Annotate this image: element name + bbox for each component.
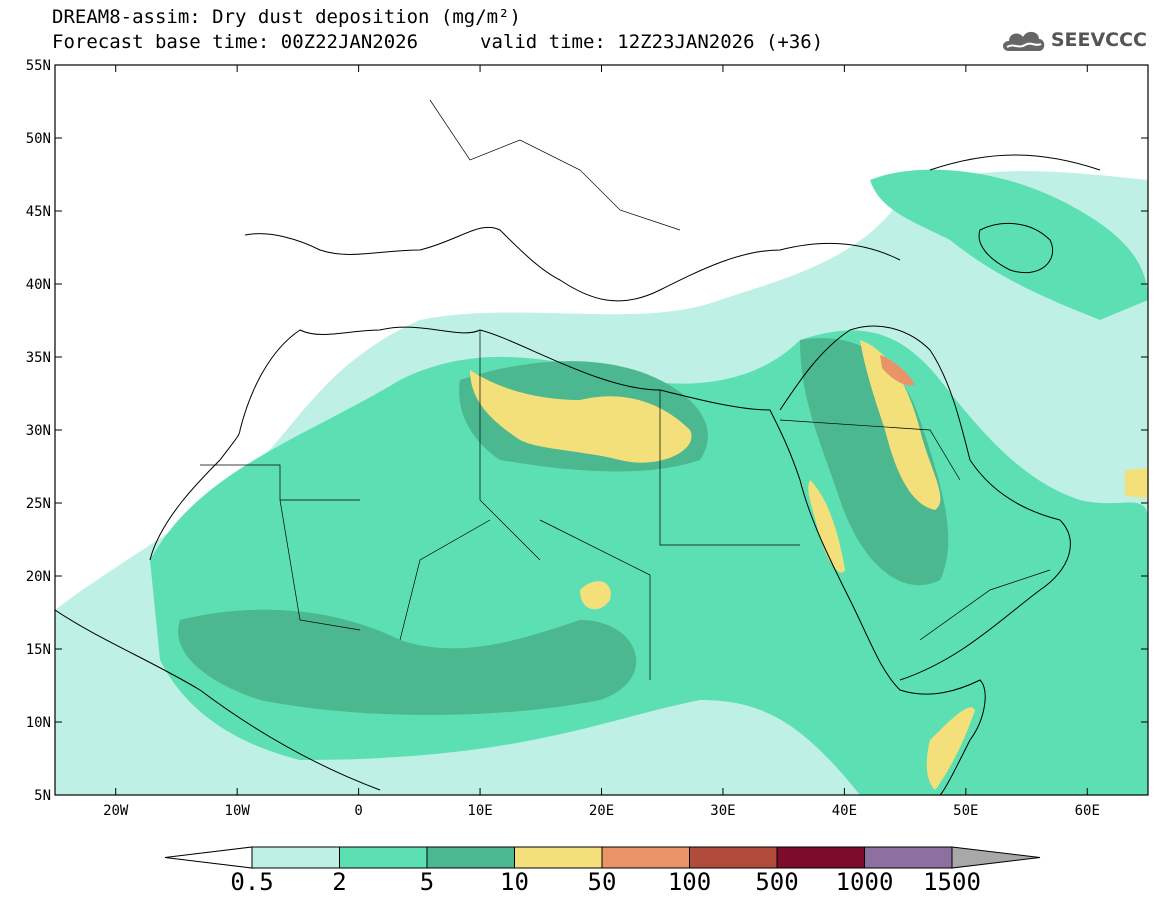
lat-tick-label: 45N [26, 204, 51, 220]
logo-text: SEEVCCC [1050, 29, 1147, 51]
colorbar [164, 846, 1041, 869]
dust-level-orange [880, 355, 915, 386]
latitude-axis: 55N 50N 45N 40N 35N 30N 25N 20N 15N 10N 5N [26, 58, 1148, 804]
lon-tick-label: 10W [225, 803, 251, 819]
lat-tick-label: 55N [26, 58, 51, 74]
colorbar-segment [776, 846, 865, 869]
colorbar-segment [601, 846, 690, 869]
colorbar-label: 5 [419, 868, 435, 896]
lon-tick-label: 10E [467, 803, 492, 819]
colorbar-segment [514, 846, 603, 869]
colorbar-segment [864, 846, 953, 869]
lon-tick-label: 60E [1075, 803, 1100, 819]
colorbar-segment [339, 846, 428, 869]
lon-tick-label: 40E [832, 803, 857, 819]
forecast-base-time: Forecast base time: 00Z22JAN2026 [52, 31, 419, 53]
dust-level-yellow [470, 340, 1148, 790]
lat-tick-label: 40N [26, 277, 51, 293]
lon-tick-label: 30E [710, 803, 735, 819]
longitude-axis: 20W 10W 0 10E 20E 30E 40E 50E 60E [103, 65, 1100, 819]
lat-tick-label: 35N [26, 350, 51, 366]
colorbar-high-arrow [951, 846, 1041, 869]
valid-time: valid time: 12Z23JAN2026 (+36) [480, 31, 824, 53]
colorbar-label: 500 [755, 868, 799, 896]
lat-tick-label: 10N [26, 715, 51, 731]
lat-tick-label: 25N [26, 496, 51, 512]
lat-tick-label: 5N [34, 788, 51, 804]
lat-tick-label: 50N [26, 131, 51, 147]
colorbar-label: 50 [587, 868, 617, 896]
cloud-icon [1002, 31, 1045, 51]
lon-tick-label: 20W [103, 803, 129, 819]
colorbar-label: 10 [500, 868, 529, 896]
map-field [55, 65, 1148, 795]
lon-tick-label: 20E [589, 803, 614, 819]
colorbar-segment [689, 846, 778, 869]
lon-tick-label: 50E [953, 803, 978, 819]
lon-tick-label: 0 [354, 803, 362, 819]
seevccc-logo: SEEVCCC [999, 25, 1147, 55]
colorbar-segment [251, 846, 340, 869]
country-borders [200, 99, 1051, 680]
lat-tick-label: 30N [26, 423, 51, 439]
colorbar-label: 1000 [835, 868, 894, 896]
colorbar-label: 1500 [923, 868, 981, 896]
colorbar-label: 2 [332, 868, 347, 896]
lat-tick-label: 20N [26, 569, 51, 585]
colorbar-label: 0.5 [230, 868, 274, 896]
colorbar-low-arrow [164, 846, 253, 869]
map-title: DREAM8-assim: Dry dust deposition (mg/m²… [52, 6, 521, 28]
lat-tick-label: 15N [26, 642, 51, 658]
coastlines [55, 154, 1101, 795]
colorbar-segment [426, 846, 515, 869]
colorbar-label: 100 [667, 868, 712, 896]
